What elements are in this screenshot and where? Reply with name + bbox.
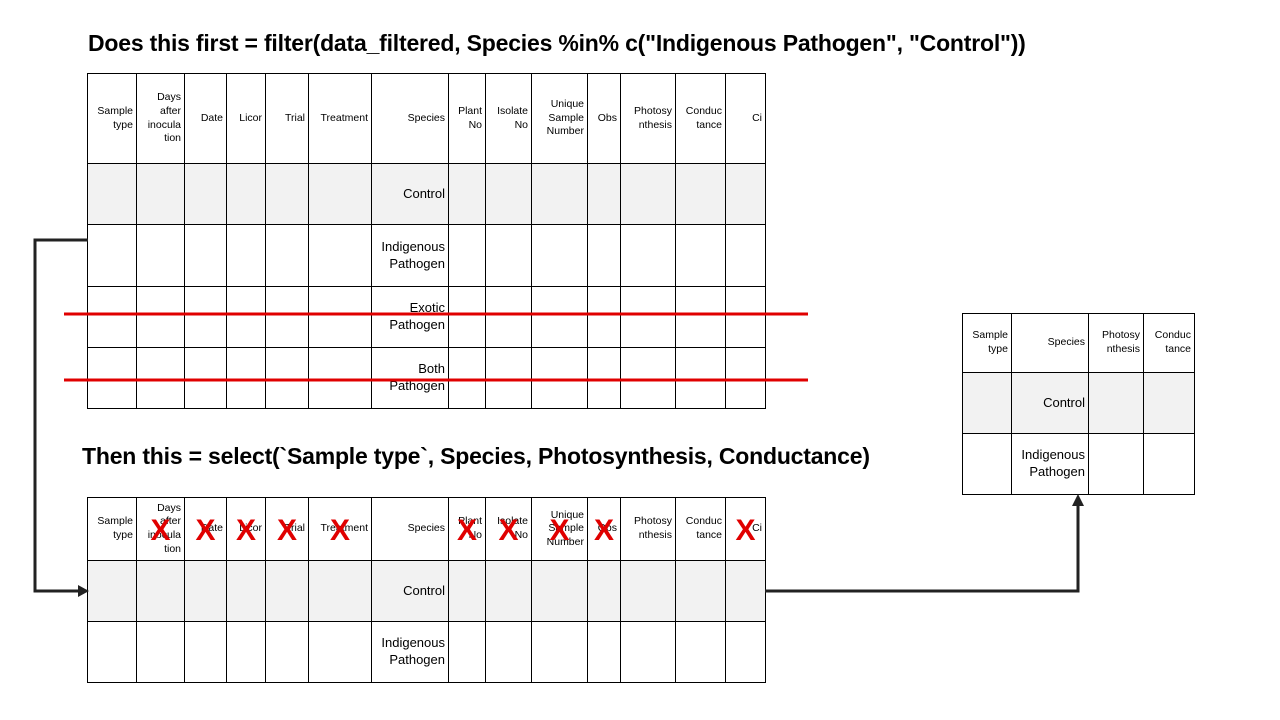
column-header: Sample type: [87, 73, 137, 164]
table-row: Indigenous Pathogen: [87, 224, 766, 287]
table-row: Control: [87, 560, 766, 622]
column-header: Unique Sample Number: [531, 73, 588, 164]
column-header: Ci: [725, 497, 766, 561]
column-header: Conduc tance: [675, 497, 726, 561]
column-header: Plant No: [448, 73, 486, 164]
column-header: Treatment: [308, 73, 372, 164]
dropped-column-x-mark: X: [549, 514, 570, 547]
column-header: Days after inocula tion: [136, 497, 185, 561]
column-header: Date: [184, 73, 227, 164]
dropped-column-x-mark: X: [330, 514, 351, 547]
column-header: Ci: [725, 73, 766, 164]
species-cell: Control: [371, 560, 449, 622]
column-header: Date: [184, 497, 227, 561]
column-header: Conduc tance: [675, 73, 726, 164]
column-header: Unique Sample Number: [531, 497, 588, 561]
column-header: Conduc tance: [1143, 313, 1195, 373]
table-row: Exotic Pathogen: [87, 286, 766, 348]
flow-arrow-filter-to-select: [33, 238, 88, 593]
dropped-column-x-mark: X: [594, 514, 615, 547]
column-header: Days after inocula tion: [136, 73, 185, 164]
species-cell: Indigenous Pathogen: [1011, 433, 1089, 495]
table-header-row: Sample type Days after inocula tion Date…: [87, 73, 766, 164]
table-header-row: Sample type Days after inocula tion Date…: [87, 497, 766, 561]
dropped-column-x-mark: X: [236, 514, 257, 547]
column-header: Licor: [226, 73, 266, 164]
select-heading: Then this = select(`Sample type`, Specie…: [82, 443, 870, 469]
result-table: Sample type Species Photosy nthesis Cond…: [962, 313, 1195, 495]
column-header: Plant No: [448, 497, 486, 561]
column-header: Trial: [265, 73, 309, 164]
column-header: Photosy nthesis: [1088, 313, 1144, 373]
table-row: Indigenous Pathogen: [962, 433, 1195, 495]
dropped-column-x-mark: X: [150, 514, 171, 547]
column-header: Photosy nthesis: [620, 73, 676, 164]
filter-source-table: Sample type Days after inocula tion Date…: [87, 73, 766, 409]
column-header: Obs: [587, 73, 621, 164]
column-header: Obs: [587, 497, 621, 561]
flow-arrow-select-to-result: [765, 504, 1080, 593]
table-row: Control: [87, 163, 766, 225]
species-cell: Control: [1011, 372, 1089, 434]
column-header: Sample type: [87, 497, 137, 561]
column-header: Photosy nthesis: [620, 497, 676, 561]
dropped-column-x-mark: X: [498, 514, 519, 547]
table-header-row: Sample type Species Photosy nthesis Cond…: [962, 313, 1195, 373]
dropped-column-x-mark: X: [277, 514, 298, 547]
species-cell: Indigenous Pathogen: [371, 224, 449, 287]
arrowhead-right: [78, 585, 89, 597]
filter-heading: Does this first = filter(data_filtered, …: [88, 30, 1026, 56]
table-row: Indigenous Pathogen: [87, 621, 766, 683]
species-cell: Both Pathogen: [371, 347, 449, 409]
arrowhead-up: [1072, 494, 1084, 506]
dropped-column-x-mark: X: [735, 514, 756, 547]
dropped-column-x-mark: X: [457, 514, 478, 547]
table-row: Control: [962, 372, 1195, 434]
dropped-column-x-mark: X: [195, 514, 216, 547]
species-cell: Exotic Pathogen: [371, 286, 449, 348]
species-cell: Indigenous Pathogen: [371, 621, 449, 683]
select-source-table: Sample type Days after inocula tion Date…: [87, 497, 766, 683]
table-row: Both Pathogen: [87, 347, 766, 409]
column-header: Isolate No: [485, 73, 532, 164]
species-cell: Control: [371, 163, 449, 225]
column-header: Licor: [226, 497, 266, 561]
column-header: Species: [1011, 313, 1089, 373]
